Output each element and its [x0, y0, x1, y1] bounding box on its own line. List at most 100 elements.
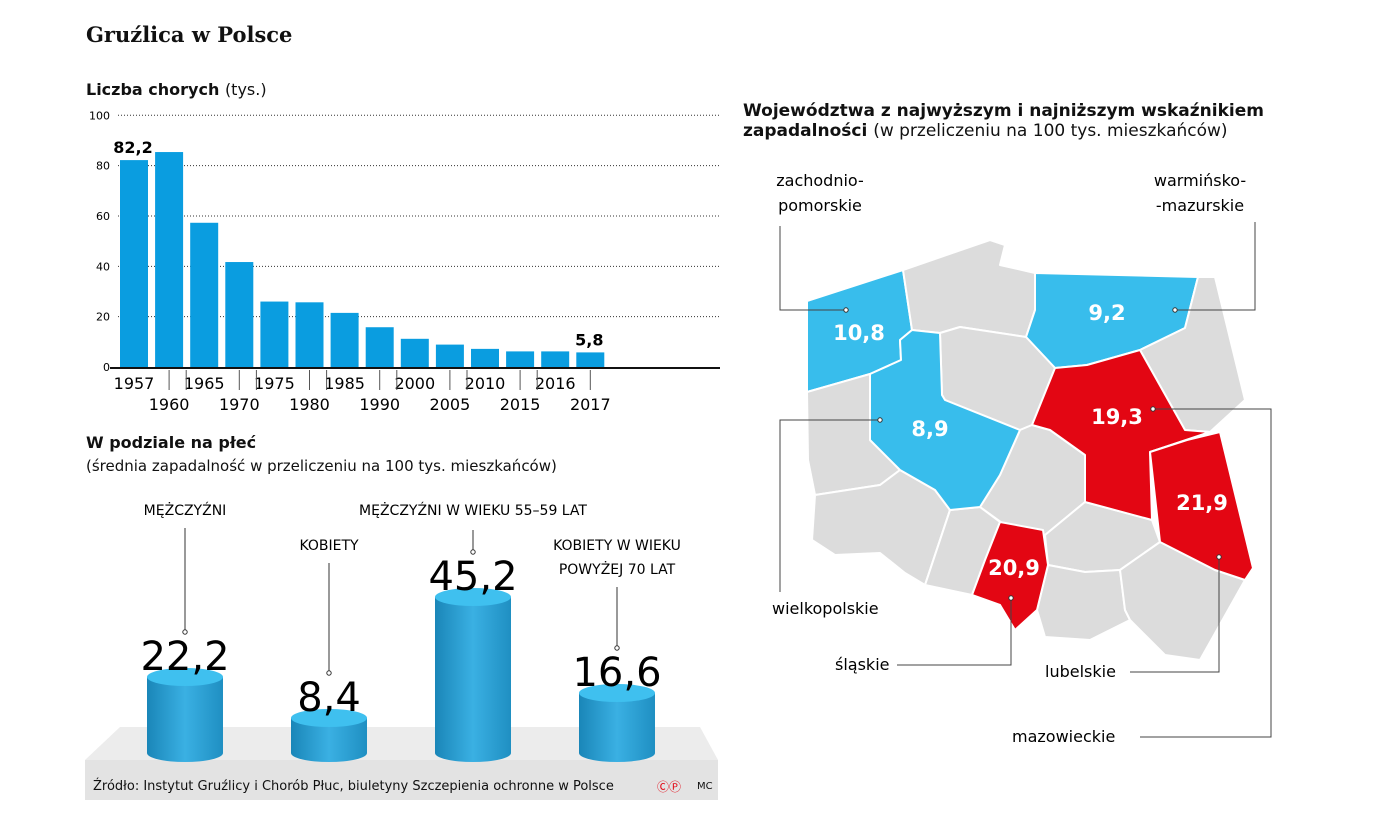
label-warmińsko-mazurskie: warmińsko- [1154, 171, 1246, 190]
bar-1970 [225, 262, 254, 367]
phonogram-icon: Ⓟ [669, 780, 682, 794]
value-wielkopolskie: 8,9 [911, 417, 948, 441]
leader-dot [1008, 595, 1014, 601]
x-tick-label: 1957 [114, 374, 155, 393]
bar-1957 [120, 160, 148, 367]
map-title: Województwa z najwyższym i najniższym ws… [743, 101, 1264, 141]
map-title-line1: Województwa z najwyższym i najniższym ws… [743, 101, 1264, 121]
region-wielkopolskie [869, 329, 1021, 511]
value-warmińsko-mazurskie: 9,2 [1088, 301, 1125, 325]
x-tick-label: 2000 [394, 374, 435, 393]
leader-dot [1150, 406, 1156, 412]
x-tick-label: 1975 [254, 374, 295, 393]
leader-dot [877, 417, 883, 423]
platform-front [85, 760, 718, 800]
y-tick-label: 20 [96, 311, 110, 324]
label-zachodniopomorskie: zachodnio- [776, 171, 864, 190]
category-label: MĘŻCZYŹNI [144, 501, 227, 519]
bar-chart-unit: (tys.) [224, 80, 267, 99]
leader-line-lubelskie [1130, 557, 1220, 673]
category-label: MĘŻCZYŹNI W WIEKU 55–59 LAT [359, 501, 587, 519]
copyright-icon: ⒸⓅ [657, 780, 682, 794]
region-małopolskie [1036, 564, 1131, 641]
bar-1980 [295, 302, 324, 367]
cylinder-body [147, 677, 223, 762]
x-tick-label: 2017 [570, 395, 611, 414]
bar-2015 [506, 351, 535, 367]
x-tick-label: 1980 [289, 395, 330, 414]
x-tick-label: 1965 [184, 374, 225, 393]
bar-2017 [576, 352, 605, 367]
label-zachodniopomorskie: pomorskie [778, 196, 862, 215]
label-śląskie: śląskie [835, 655, 889, 674]
data-label: 5,8 [575, 330, 603, 349]
bar-1960 [155, 152, 184, 367]
y-tick-label: 60 [96, 210, 110, 223]
leader-dot [843, 307, 849, 313]
x-tick-label: 2015 [500, 395, 541, 414]
y-tick-label: 100 [89, 109, 110, 122]
leader-dot [1216, 554, 1222, 560]
x-tick-label: 1985 [324, 374, 365, 393]
leader-dot [1172, 307, 1178, 313]
gender-chart-title: W podziale na płeć [86, 433, 257, 452]
map-title-unit: (w przeliczeniu na 100 tys. mieszkańców) [873, 121, 1228, 141]
cylinder-top [291, 709, 367, 727]
label-wielkopolskie: wielkopolskie [772, 599, 879, 618]
leader-line-warmińsko-mazurskie [1175, 222, 1256, 311]
value-label: 22,2 [140, 634, 229, 680]
cylinder-top [579, 684, 655, 702]
gender-chart: 22,2 MĘŻCZYŹNI 8,4 KOBIETY 45,2 MĘŻCZYŹNI W W… [85, 501, 718, 800]
value-label: 8,4 [297, 675, 361, 721]
bar-1975 [260, 301, 289, 367]
cylinder-top [435, 588, 511, 606]
value-label: 45,2 [428, 554, 517, 600]
category-label: KOBIETY W WIEKU [553, 538, 681, 554]
bar-chart-title-text: Liczba chorych [86, 80, 220, 99]
value-mazowieckie: 19,3 [1091, 405, 1143, 429]
leader-dot [470, 549, 476, 555]
leader-line-śląskie [897, 598, 1012, 666]
value-label: 16,6 [572, 650, 661, 696]
leader-dot [614, 645, 620, 651]
region-mazowieckie [1031, 349, 1211, 521]
bar-chart-title: Liczba chorych (tys.) [86, 80, 267, 99]
leader-dot [182, 629, 188, 635]
leader-line-wielkopolskie [779, 419, 880, 592]
label-warmińsko-mazurskie: -mazurskie [1156, 196, 1244, 215]
bar-2005 [435, 344, 464, 367]
region-lubelskie [1149, 431, 1254, 581]
cylinder-top [147, 668, 223, 686]
bar-chart: 0 20 40 60 80 100 82,2 1957 1960 1965 1970 1975 1980… [89, 109, 720, 414]
cylinder-body [579, 693, 655, 762]
source-text: Źródło: Instytut Gruźlicy i Chorób Płuc,… [93, 779, 614, 794]
bar-1965 [190, 222, 219, 367]
cylinder-body [291, 718, 367, 762]
x-tick-label: 1970 [219, 395, 260, 414]
x-tick-label: 1960 [149, 395, 190, 414]
region-śląskie [971, 521, 1049, 631]
value-lubelskie: 21,9 [1176, 491, 1228, 515]
value-zachodniopomorskie: 10,8 [833, 321, 885, 345]
category-label: POWYŻEJ 70 LAT [559, 560, 676, 578]
bar-2010 [471, 348, 499, 367]
data-label: 82,2 [113, 138, 152, 157]
x-tick-label: 2005 [430, 395, 471, 414]
label-mazowieckie: mazowieckie [1012, 727, 1115, 746]
bar-2016 [541, 351, 570, 367]
x-tick-label: 2010 [465, 374, 506, 393]
x-tick-label: 2016 [535, 374, 576, 393]
leader-dot [326, 670, 332, 676]
value-śląskie: 20,9 [988, 556, 1040, 580]
cylinder-body [435, 597, 511, 762]
bar-1985 [330, 312, 359, 367]
y-tick-label: 80 [96, 160, 110, 173]
gender-chart-subtitle: (średnia zapadalność w przeliczeniu na 1… [86, 457, 557, 475]
x-tick-label: 1990 [359, 395, 400, 414]
leader-line-zachodniopomorskie [779, 226, 846, 311]
platform-top [85, 727, 718, 760]
y-tick-label: 40 [96, 260, 110, 273]
category-label: KOBIETY [299, 538, 359, 554]
